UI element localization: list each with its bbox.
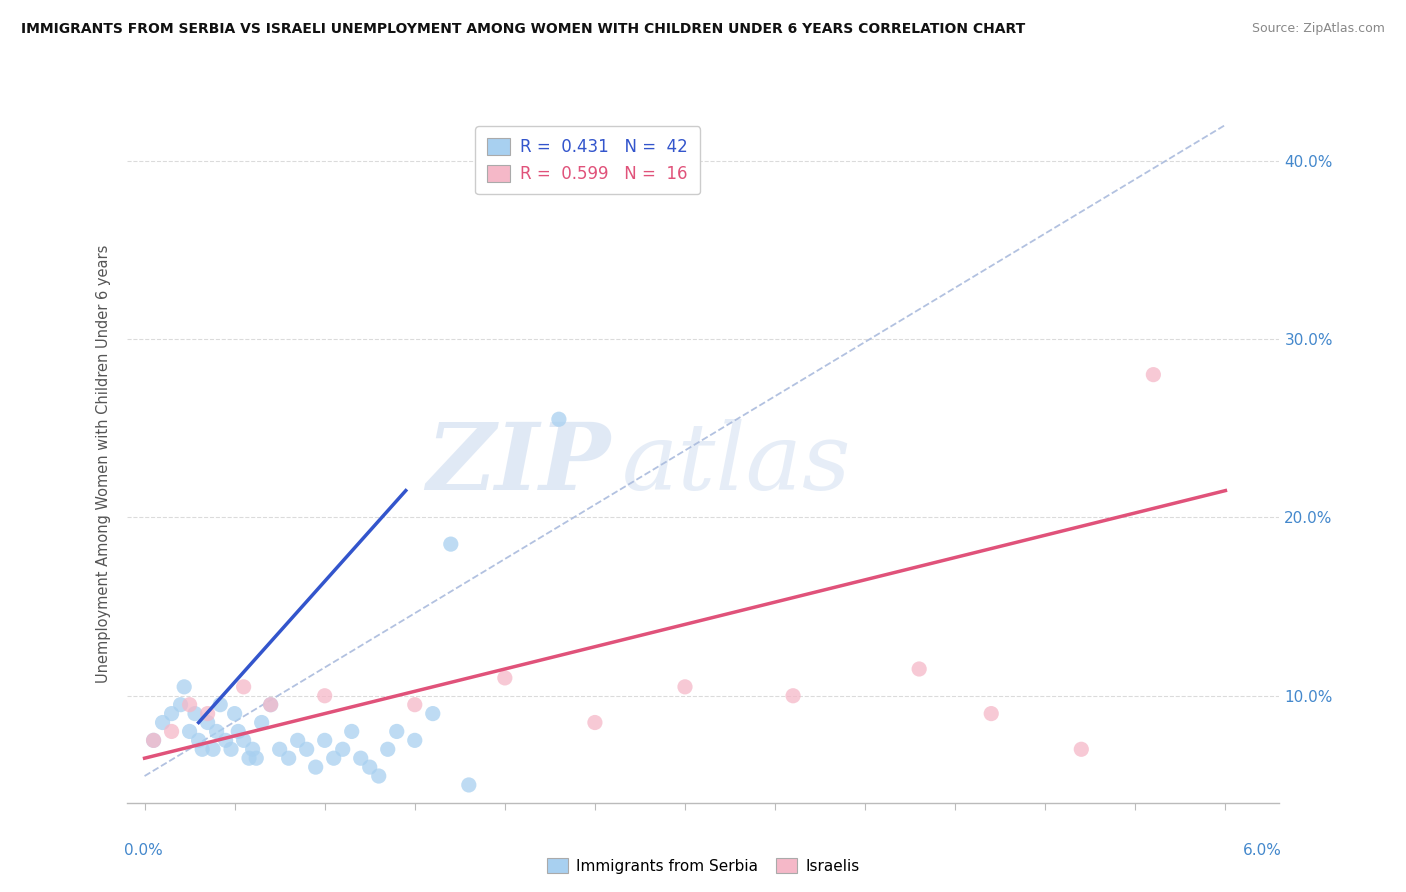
Point: [197, 715, 219, 730]
Point: [242, 742, 264, 756]
Point: [673, 680, 696, 694]
Point: [209, 698, 232, 712]
Point: [169, 698, 191, 712]
Point: [440, 537, 463, 551]
Point: [422, 706, 444, 721]
Text: atlas: atlas: [623, 419, 852, 508]
Point: [404, 698, 426, 712]
Point: [332, 742, 354, 756]
Point: [238, 751, 260, 765]
Point: [232, 733, 254, 747]
Point: [142, 733, 165, 747]
Point: [457, 778, 479, 792]
Text: IMMIGRANTS FROM SERBIA VS ISRAELI UNEMPLOYMENT AMONG WOMEN WITH CHILDREN UNDER 6: IMMIGRANTS FROM SERBIA VS ISRAELI UNEMPL…: [21, 22, 1025, 37]
Point: [1142, 368, 1164, 382]
Point: [224, 706, 246, 721]
Point: [259, 698, 281, 712]
Text: 6.0%: 6.0%: [1243, 844, 1282, 858]
Point: [314, 733, 336, 747]
Point: [269, 742, 291, 756]
Point: [179, 724, 201, 739]
Point: [583, 715, 606, 730]
Point: [377, 742, 399, 756]
Point: [350, 751, 373, 765]
Point: [908, 662, 931, 676]
Point: [245, 751, 267, 765]
Point: [205, 724, 228, 739]
Point: [184, 706, 207, 721]
Point: [322, 751, 344, 765]
Point: [173, 680, 195, 694]
Point: [160, 724, 183, 739]
Point: [782, 689, 804, 703]
Text: 0.0%: 0.0%: [124, 844, 163, 858]
Point: [494, 671, 516, 685]
Point: [191, 742, 214, 756]
Point: [367, 769, 389, 783]
Point: [214, 733, 236, 747]
Point: [277, 751, 299, 765]
Point: [287, 733, 309, 747]
Y-axis label: Unemployment Among Women with Children Under 6 years: Unemployment Among Women with Children U…: [96, 244, 111, 683]
Text: Source: ZipAtlas.com: Source: ZipAtlas.com: [1251, 22, 1385, 36]
Point: [314, 689, 336, 703]
Point: [359, 760, 381, 774]
Point: [548, 412, 571, 426]
Point: [340, 724, 363, 739]
Point: [179, 698, 201, 712]
Point: [1070, 742, 1092, 756]
Point: [259, 698, 281, 712]
Legend: Immigrants from Serbia, Israelis: Immigrants from Serbia, Israelis: [540, 852, 866, 880]
Point: [197, 706, 219, 721]
Point: [226, 724, 249, 739]
Point: [152, 715, 174, 730]
Point: [980, 706, 1002, 721]
Point: [385, 724, 408, 739]
Point: [232, 680, 254, 694]
Point: [219, 742, 242, 756]
Point: [187, 733, 209, 747]
Point: [404, 733, 426, 747]
Point: [202, 742, 225, 756]
Point: [295, 742, 318, 756]
Legend: R =  0.431   N =  42, R =  0.599   N =  16: R = 0.431 N = 42, R = 0.599 N = 16: [475, 127, 700, 194]
Point: [305, 760, 328, 774]
Point: [142, 733, 165, 747]
Text: ZIP: ZIP: [426, 419, 610, 508]
Point: [250, 715, 273, 730]
Point: [160, 706, 183, 721]
